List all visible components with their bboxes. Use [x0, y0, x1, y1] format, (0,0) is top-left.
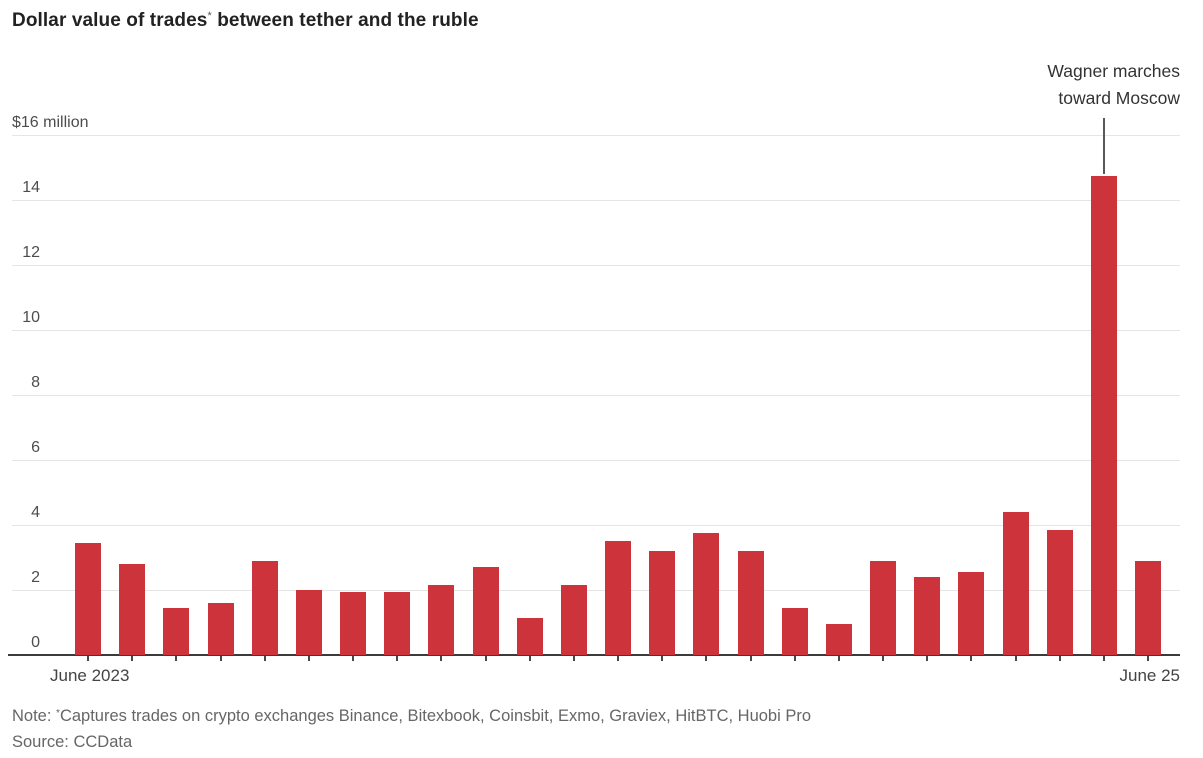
bar-june-21 [958, 572, 985, 655]
footnote-body: Captures trades on crypto exchanges Bina… [59, 707, 812, 725]
bar-june-14 [649, 551, 676, 655]
x-axis-label-end: June 25 [1119, 666, 1181, 685]
bar-june-3 [163, 607, 190, 655]
x-axis-tick-3 [175, 656, 178, 661]
bar-june-11 [516, 617, 543, 655]
x-axis-tick-8 [396, 656, 399, 661]
footnote-prefix: Note: [12, 707, 57, 725]
x-axis-tick-22 [1014, 656, 1017, 661]
bar-june-1 [75, 542, 101, 655]
annotation-line2: toward Moscow [1058, 88, 1180, 108]
bar-june-5 [251, 560, 278, 655]
x-axis-tick-4 [219, 656, 222, 661]
x-axis-tick-7 [352, 656, 355, 661]
bar-june-8 [384, 591, 411, 655]
gridline-10 [12, 330, 1180, 331]
footnote-asterisk: * [56, 708, 60, 719]
chart-title-text-2: between tether and the ruble [211, 10, 479, 31]
x-axis-tick-19 [882, 656, 885, 661]
x-axis-tick-10 [484, 656, 487, 661]
bar-june-6 [295, 590, 322, 655]
y-axis-tick-label-4: 4 [31, 504, 40, 521]
x-axis-tick-14 [661, 656, 664, 661]
bar-june-16 [737, 551, 764, 655]
annotation-line1: Wagner marches [1047, 61, 1180, 81]
x-axis-tick-15 [705, 656, 708, 661]
x-axis-tick-18 [837, 656, 840, 661]
gridline-2 [12, 590, 1180, 591]
bar-june-4 [207, 603, 234, 655]
bar-june-24 [1090, 175, 1117, 655]
x-axis-tick-13 [617, 656, 620, 661]
bar-june-9 [428, 585, 455, 655]
x-axis-tick-17 [793, 656, 796, 661]
bar-june-7 [340, 591, 367, 655]
annotation-pointer-line [1102, 118, 1105, 174]
x-axis-tick-5 [263, 656, 266, 661]
bar-june-13 [605, 541, 632, 655]
gridline-14 [12, 200, 1180, 201]
x-axis-tick-16 [749, 656, 752, 661]
bar-june-18 [825, 624, 852, 655]
x-axis-tick-24 [1102, 656, 1105, 661]
bar-june-20 [914, 577, 941, 655]
x-axis-tick-21 [970, 656, 973, 661]
source-label: Source: CCData [12, 733, 133, 751]
annotation-label: Wagner marches toward Moscow [1047, 58, 1180, 112]
gridline-16 [12, 135, 1180, 136]
x-axis-tick-11 [528, 656, 531, 661]
bar-june-22 [1002, 512, 1029, 655]
bar-june-17 [781, 607, 808, 655]
y-axis-tick-label-2: 2 [31, 569, 40, 586]
bar-june-2 [119, 564, 146, 655]
x-axis-tick-12 [572, 656, 575, 661]
y-axis-tick-label-6: 6 [31, 439, 40, 456]
bar-june-12 [560, 585, 587, 655]
x-axis-tick-23 [1058, 656, 1061, 661]
x-axis-line [8, 654, 1180, 656]
chart-title: Dollar value of trades* between tether a… [12, 10, 479, 32]
y-axis-tick-label-16: $16 million [12, 114, 89, 131]
bar-june-10 [472, 567, 499, 655]
x-axis-tick-1 [87, 656, 89, 661]
x-axis-tick-2 [131, 656, 134, 661]
x-axis-tick-6 [307, 656, 310, 661]
y-axis-tick-label-8: 8 [31, 374, 40, 391]
gridline-6 [12, 460, 1180, 461]
y-axis-tick-label-10: 10 [22, 309, 40, 326]
x-axis-tick-9 [440, 656, 443, 661]
y-axis-tick-label-14: 14 [22, 179, 40, 196]
title-footnote-asterisk: * [207, 10, 212, 22]
gridline-12 [12, 265, 1180, 266]
x-axis-tick-25 [1147, 656, 1150, 661]
chart-title-text: Dollar value of trades [12, 10, 208, 31]
bar-june-15 [693, 533, 720, 655]
bar-june-19 [870, 560, 897, 655]
gridline-4 [12, 525, 1180, 526]
x-axis-label-start: June 2023 [50, 666, 130, 685]
x-axis-tick-20 [926, 656, 929, 661]
y-axis-tick-label-0: 0 [31, 634, 40, 651]
bar-june-25 [1135, 560, 1162, 655]
gridline-8 [12, 395, 1180, 396]
bar-june-23 [1046, 529, 1073, 655]
footnote: Note: *Captures trades on crypto exchang… [12, 707, 811, 726]
y-axis-tick-label-12: 12 [22, 244, 40, 261]
